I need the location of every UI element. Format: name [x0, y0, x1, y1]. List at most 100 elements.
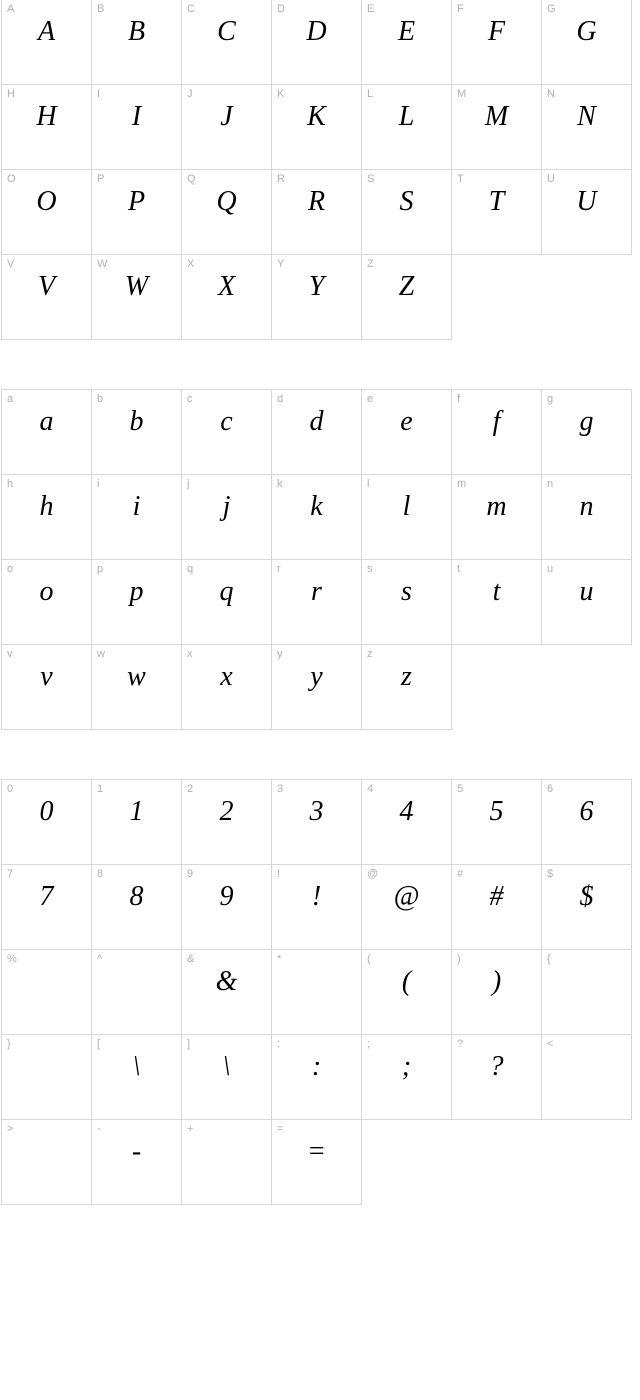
glyph-cell: yy — [271, 644, 362, 730]
glyph-cell: @@ — [361, 864, 452, 950]
cell-glyph: $ — [542, 883, 631, 911]
cell-label: a — [7, 393, 13, 405]
glyph-cell: ;; — [361, 1034, 452, 1120]
cell-glyph: \ — [182, 1053, 271, 1081]
cell-label: A — [7, 3, 14, 15]
cell-label: X — [187, 258, 194, 270]
cell-glyph: Q — [182, 188, 271, 216]
glyph-cell: RR — [271, 169, 362, 255]
glyph-cell: (( — [361, 949, 452, 1035]
cell-glyph: M — [452, 103, 541, 131]
cell-label: u — [547, 563, 553, 575]
cell-label: O — [7, 173, 16, 185]
cell-glyph: 7 — [2, 883, 91, 911]
cell-label: 2 — [187, 783, 193, 795]
cell-label: ( — [367, 953, 371, 965]
glyph-cell: xx — [181, 644, 272, 730]
cell-glyph: S — [362, 188, 451, 216]
glyph-cell: 11 — [91, 779, 182, 865]
cell-glyph: 6 — [542, 798, 631, 826]
glyph-cell: mm — [451, 474, 542, 560]
cell-label: E — [367, 3, 374, 15]
glyph-cell: pp — [91, 559, 182, 645]
cell-label: f — [457, 393, 460, 405]
cell-glyph: - — [92, 1138, 181, 1166]
glyph-cell: :: — [271, 1034, 362, 1120]
cell-label: x — [187, 648, 193, 660]
glyph-cell: ]\ — [181, 1034, 272, 1120]
cell-glyph: h — [2, 493, 91, 521]
glyph-cell: AA — [1, 0, 92, 85]
glyph-cell: < — [541, 1034, 632, 1120]
glyph-cell: JJ — [181, 84, 272, 170]
cell-glyph: @ — [362, 883, 451, 911]
glyph-cell: DD — [271, 0, 362, 85]
cell-glyph: d — [272, 408, 361, 436]
cell-glyph: 1 — [92, 798, 181, 826]
cell-label: ! — [277, 868, 280, 880]
cell-glyph: F — [452, 18, 541, 46]
cell-glyph: V — [2, 273, 91, 301]
glyph-cell: XX — [181, 254, 272, 340]
glyph-cell: -- — [91, 1119, 182, 1205]
cell-label: T — [457, 173, 464, 185]
cell-glyph: 3 — [272, 798, 361, 826]
glyph-cell: oo — [1, 559, 92, 645]
glyph-cell: LL — [361, 84, 452, 170]
cell-glyph: y — [272, 663, 361, 691]
cell-label: + — [187, 1123, 193, 1135]
cell-label: i — [97, 478, 99, 490]
cell-glyph: x — [182, 663, 271, 691]
cell-glyph: c — [182, 408, 271, 436]
glyph-cell: uu — [541, 559, 632, 645]
cell-glyph: U — [542, 188, 631, 216]
glyph-cell: && — [181, 949, 272, 1035]
cell-label: C — [187, 3, 195, 15]
cell-glyph: # — [452, 883, 541, 911]
glyph-cell: + — [181, 1119, 272, 1205]
glyph-cell: EE — [361, 0, 452, 85]
glyph-cell: GG — [541, 0, 632, 85]
glyph-cell: OO — [1, 169, 92, 255]
cell-glyph: A — [2, 18, 91, 46]
cell-label: ; — [367, 1038, 370, 1050]
cell-glyph: 5 — [452, 798, 541, 826]
glyph-cell: !! — [271, 864, 362, 950]
cell-label: % — [7, 953, 17, 965]
glyph-cell: 44 — [361, 779, 452, 865]
cell-label: h — [7, 478, 13, 490]
cell-glyph: ; — [362, 1053, 451, 1081]
glyph-cell: == — [271, 1119, 362, 1205]
cell-label: W — [97, 258, 107, 270]
cell-label: z — [367, 648, 373, 660]
cell-glyph: Y — [272, 273, 361, 301]
glyph-cell: cc — [181, 389, 272, 475]
cell-label: s — [367, 563, 373, 575]
section-uppercase: AABBCCDDEEFFGGHHIIJJKKLLMMNNOOPPQQRRSSTT… — [2, 0, 640, 340]
glyph-cell: [\ — [91, 1034, 182, 1120]
glyph-cell: qq — [181, 559, 272, 645]
cell-label: L — [367, 88, 373, 100]
glyph-cell: 22 — [181, 779, 272, 865]
cell-label: d — [277, 393, 283, 405]
cell-label: 9 — [187, 868, 193, 880]
cell-glyph: b — [92, 408, 181, 436]
glyph-cell: NN — [541, 84, 632, 170]
cell-label: - — [97, 1123, 101, 1135]
cell-glyph: H — [2, 103, 91, 131]
cell-glyph: m — [452, 493, 541, 521]
cell-glyph: I — [92, 103, 181, 131]
cell-glyph: e — [362, 408, 451, 436]
cell-label: y — [277, 648, 283, 660]
cell-glyph: 0 — [2, 798, 91, 826]
cell-label: 4 — [367, 783, 373, 795]
cell-glyph: j — [182, 493, 271, 521]
cell-label: Z — [367, 258, 374, 270]
glyph-cell: tt — [451, 559, 542, 645]
cell-label: 8 — [97, 868, 103, 880]
glyph-cell: vv — [1, 644, 92, 730]
cell-glyph: n — [542, 493, 631, 521]
cell-glyph: B — [92, 18, 181, 46]
cell-label: I — [97, 88, 100, 100]
glyph-cell: gg — [541, 389, 632, 475]
